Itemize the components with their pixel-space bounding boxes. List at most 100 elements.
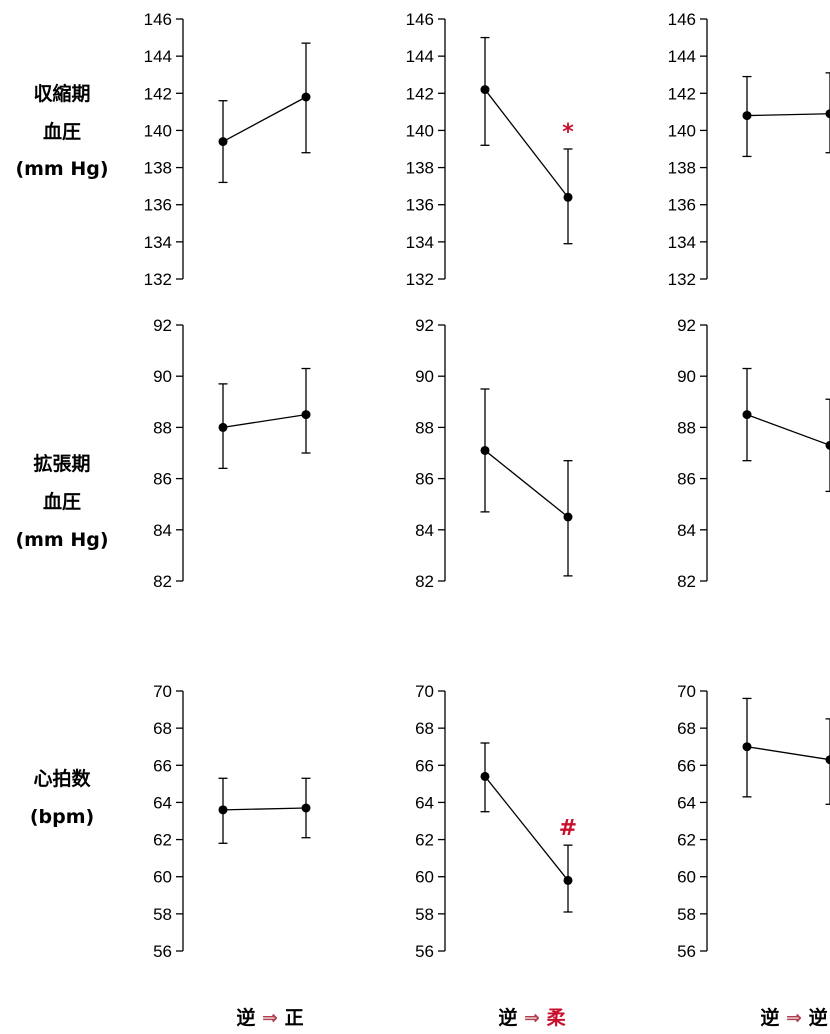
panel-2-1-tick-label-70: 70 [415, 682, 434, 701]
panel-0-2-tick-label-136: 136 [668, 196, 696, 215]
panel-1-1-tick-label-88: 88 [415, 418, 434, 437]
condition-from-2: 逆 [760, 1006, 786, 1029]
panel-0-2-tick-label-142: 142 [668, 84, 696, 103]
panel-0-1-significance-mark: * [562, 120, 574, 145]
panel-0-1-point-0 [480, 85, 490, 95]
panel-0-1-point-1 [563, 192, 573, 202]
panel-2-1-series-line [484, 776, 569, 881]
panel-1-1-tick-label-86: 86 [415, 470, 434, 489]
panel-2-1-point-0 [480, 771, 490, 781]
panel-1-0-tick-label-86: 86 [153, 470, 172, 489]
panel-2-1-tick-label-68: 68 [415, 719, 434, 738]
row-label-0-line-0: 収縮期 [33, 82, 90, 105]
condition-from-1: 逆 [498, 1006, 524, 1029]
panel-0-2-tick-label-134: 134 [668, 233, 696, 252]
arrow-icon: ⇒ [786, 1007, 802, 1029]
panel-0-2-tick-label-132: 132 [668, 270, 696, 289]
panel-2-0-point-0 [218, 805, 228, 815]
panel-1-0-point-1 [301, 410, 311, 420]
panel-0-2-tick-label-146: 146 [668, 10, 696, 29]
panel-1-2-tick-label-84: 84 [677, 521, 696, 540]
panel-1-0-tick-label-92: 92 [153, 316, 172, 335]
panel-2-2-tick-label-64: 64 [677, 793, 696, 812]
condition-label-2: 逆 ⇒ 逆 [760, 1006, 827, 1029]
panel-1-1-point-1 [563, 512, 573, 522]
row-label-1-line-2: (mm Hg) [15, 529, 108, 551]
panel-1-0-tick-label-82: 82 [153, 572, 172, 591]
arrow-icon: ⇒ [262, 1007, 278, 1029]
condition-to-0: 正 [278, 1007, 304, 1029]
row-label-0-line-2: (mm Hg) [15, 158, 108, 180]
panel-2-2-tick-label-66: 66 [677, 756, 696, 775]
panel-0-2-point-1 [825, 109, 830, 119]
panel-0-1-tick-label-138: 138 [406, 159, 434, 178]
panel-0-0-tick-label-142: 142 [144, 84, 172, 103]
panel-2-1-point-1 [563, 875, 573, 885]
arrow-icon: ⇒ [524, 1007, 540, 1029]
panel-0-0-point-1 [301, 92, 311, 102]
panel-2-2-tick-label-60: 60 [677, 868, 696, 887]
panel-1-0-tick-label-84: 84 [153, 521, 172, 540]
condition-label-1: 逆 ⇒ 柔 [498, 1006, 566, 1029]
panel-2-1-tick-label-58: 58 [415, 905, 434, 924]
panel-0-0-tick-label-138: 138 [144, 159, 172, 178]
panel-0-1-tick-label-146: 146 [406, 10, 434, 29]
panel-1-2-tick-label-88: 88 [677, 418, 696, 437]
panel-2-1-significance-mark: # [559, 816, 577, 841]
panel-0-1-tick-label-142: 142 [406, 84, 434, 103]
panel-0-0-point-0 [218, 137, 228, 147]
panel-2-2-tick-label-56: 56 [677, 942, 696, 961]
panel-1-1-series-line [484, 449, 569, 518]
panel-2-0-tick-label-56: 56 [153, 942, 172, 961]
condition-label-0: 逆 ⇒ 正 [236, 1006, 303, 1029]
panel-2-2-series-line [746, 746, 830, 761]
row-label-2-line-0: 心拍数 [33, 767, 91, 790]
panel-0-2-series-line [746, 113, 830, 117]
panel-2-1-tick-label-64: 64 [415, 793, 434, 812]
panel-0-2-point-0 [742, 111, 752, 121]
panel-1-1-tick-label-92: 92 [415, 316, 434, 335]
panel-1-2-point-1 [825, 440, 830, 450]
panel-1-2-tick-label-86: 86 [677, 470, 696, 489]
panel-1-0-point-0 [218, 422, 228, 432]
panel-2-2-tick-label-62: 62 [677, 831, 696, 850]
condition-from-0: 逆 [236, 1006, 262, 1029]
panel-1-1-tick-label-84: 84 [415, 521, 434, 540]
panel-2-0-tick-label-60: 60 [153, 868, 172, 887]
panel-0-1-tick-label-132: 132 [406, 270, 434, 289]
panel-0-0-series-line [222, 96, 307, 143]
panel-2-0-tick-label-66: 66 [153, 756, 172, 775]
panel-2-0-tick-label-68: 68 [153, 719, 172, 738]
panel-2-2-point-0 [742, 742, 752, 752]
panel-1-2-series-line [746, 413, 830, 446]
panel-0-0-tick-label-132: 132 [144, 270, 172, 289]
panel-2-2-point-1 [825, 755, 830, 765]
panel-2-0-tick-label-62: 62 [153, 831, 172, 850]
panel-1-2-tick-label-92: 92 [677, 316, 696, 335]
panel-1-2-point-0 [742, 410, 752, 420]
panel-2-0-tick-label-70: 70 [153, 682, 172, 701]
condition-to-1: 柔 [540, 1007, 567, 1029]
panel-0-1-tick-label-140: 140 [406, 121, 434, 140]
condition-to-2: 逆 [802, 1006, 828, 1029]
panel-0-1-tick-label-136: 136 [406, 196, 434, 215]
panel-0-0-tick-label-144: 144 [144, 47, 172, 66]
panel-0-2-tick-label-144: 144 [668, 47, 696, 66]
panel-2-2-tick-label-58: 58 [677, 905, 696, 924]
panel-2-2-tick-label-70: 70 [677, 682, 696, 701]
panel-1-1-tick-label-90: 90 [415, 367, 434, 386]
panel-1-2-tick-label-82: 82 [677, 572, 696, 591]
panel-2-1-tick-label-62: 62 [415, 831, 434, 850]
panel-1-0-tick-label-90: 90 [153, 367, 172, 386]
panel-2-0-tick-label-58: 58 [153, 905, 172, 924]
panel-2-0-point-1 [301, 803, 311, 813]
panel-1-0-tick-label-88: 88 [153, 418, 172, 437]
panel-0-0-tick-label-140: 140 [144, 121, 172, 140]
row-label-0-line-1: 血圧 [43, 120, 81, 143]
panel-2-2-tick-label-68: 68 [677, 719, 696, 738]
panel-0-2-tick-label-140: 140 [668, 121, 696, 140]
panel-0-1-series-line [484, 89, 569, 198]
panel-0-0-tick-label-134: 134 [144, 233, 172, 252]
panel-1-1-point-0 [480, 445, 490, 455]
